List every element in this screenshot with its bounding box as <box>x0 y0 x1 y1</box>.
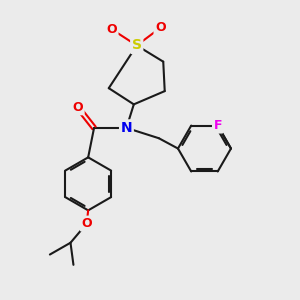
Text: O: O <box>73 101 83 114</box>
Text: F: F <box>214 119 222 132</box>
Text: O: O <box>155 21 166 34</box>
Text: O: O <box>81 217 92 230</box>
Text: N: N <box>121 121 132 135</box>
Text: O: O <box>106 23 117 36</box>
Text: S: S <box>132 38 142 52</box>
